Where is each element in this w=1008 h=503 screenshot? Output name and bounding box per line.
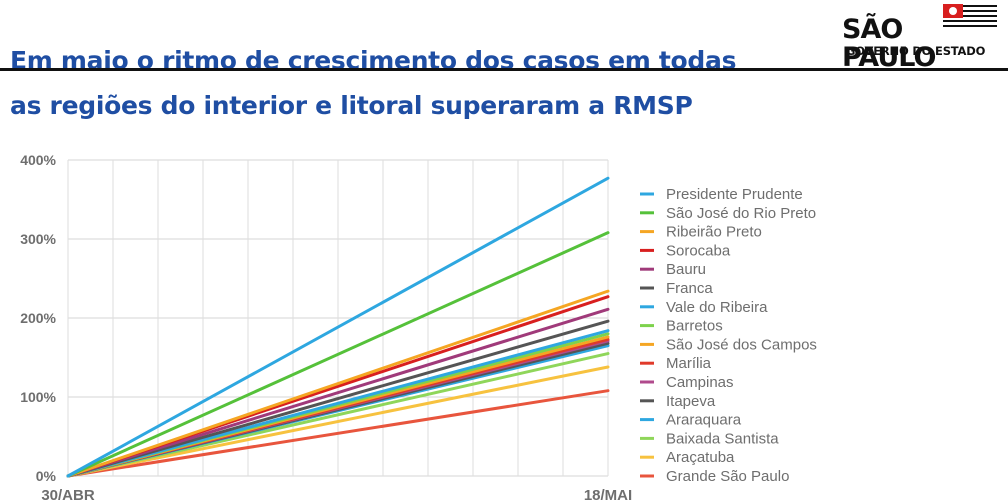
legend-label: Itapeva xyxy=(666,393,716,410)
y-tick-label: 200% xyxy=(20,310,56,326)
sao-paulo-government-logo: SÃO PAULO GOVERNO DO ESTADO xyxy=(842,2,1002,72)
legend-label: Marília xyxy=(666,355,712,372)
logo-subtitle: GOVERNO DO ESTADO xyxy=(846,44,986,58)
series-line-ribeir-o-preto xyxy=(66,289,610,478)
y-tick-label: 300% xyxy=(20,231,56,247)
logo-name: SÃO PAULO xyxy=(842,14,937,73)
legend-label: Sorocaba xyxy=(666,242,731,259)
y-tick-label: 0% xyxy=(36,468,57,484)
series-line-franca xyxy=(66,319,610,478)
series-line-presidente-prudente xyxy=(66,176,610,478)
legend-label: Baixada Santista xyxy=(666,430,779,447)
series-line-grande-s-o-paulo xyxy=(66,389,610,478)
legend-label: Araçatuba xyxy=(666,449,735,466)
grid-lines xyxy=(67,159,609,477)
legend-label: São José dos Campos xyxy=(666,336,817,353)
series-lines xyxy=(66,176,610,478)
page-title-line-1: Em maio o ritmo de crescimento dos casos… xyxy=(10,46,737,75)
sao-paulo-flag-icon xyxy=(943,4,997,30)
y-tick-label: 400% xyxy=(20,152,56,168)
series-line-bauru xyxy=(66,307,610,478)
y-axis-ticks: 0% 100% 200% 300% 400% xyxy=(20,152,56,484)
legend-label: Presidente Prudente xyxy=(666,186,803,203)
legend-label: Grande São Paulo xyxy=(666,468,789,485)
legend-label: Campinas xyxy=(666,374,734,391)
x-axis-ticks: 30/ABR 18/MAI xyxy=(41,487,632,503)
y-tick-label: 100% xyxy=(20,389,56,405)
legend-label: Vale do Ribeira xyxy=(666,299,768,316)
page-title: Em maio o ritmo de crescimento dos casos… xyxy=(10,38,790,128)
legend-label: Araraquara xyxy=(666,412,742,429)
series-line-ara-atuba xyxy=(66,365,610,478)
legend-label: Barretos xyxy=(666,318,723,335)
legend-label: Bauru xyxy=(666,261,706,278)
growth-line-chart: 0% 100% 200% 300% 400% 30/ABR 18/MAI Presiden… xyxy=(20,152,817,503)
legend: Presidente Prudente São José do Rio Preto… xyxy=(640,186,817,485)
x-tick-label: 30/ABR xyxy=(41,487,95,503)
legend-label: Franca xyxy=(666,280,713,297)
title-divider xyxy=(0,68,1008,71)
legend-label: São José do Rio Preto xyxy=(666,205,816,222)
legend-label: Ribeirão Preto xyxy=(666,224,762,241)
series-line-vale-do-ribeira xyxy=(66,329,610,478)
series-line-s-o-jos-do-rio-preto xyxy=(66,231,610,478)
x-tick-label: 18/MAI xyxy=(584,487,632,503)
page-title-line-2: as regiões do interior e litoral superar… xyxy=(10,91,693,120)
